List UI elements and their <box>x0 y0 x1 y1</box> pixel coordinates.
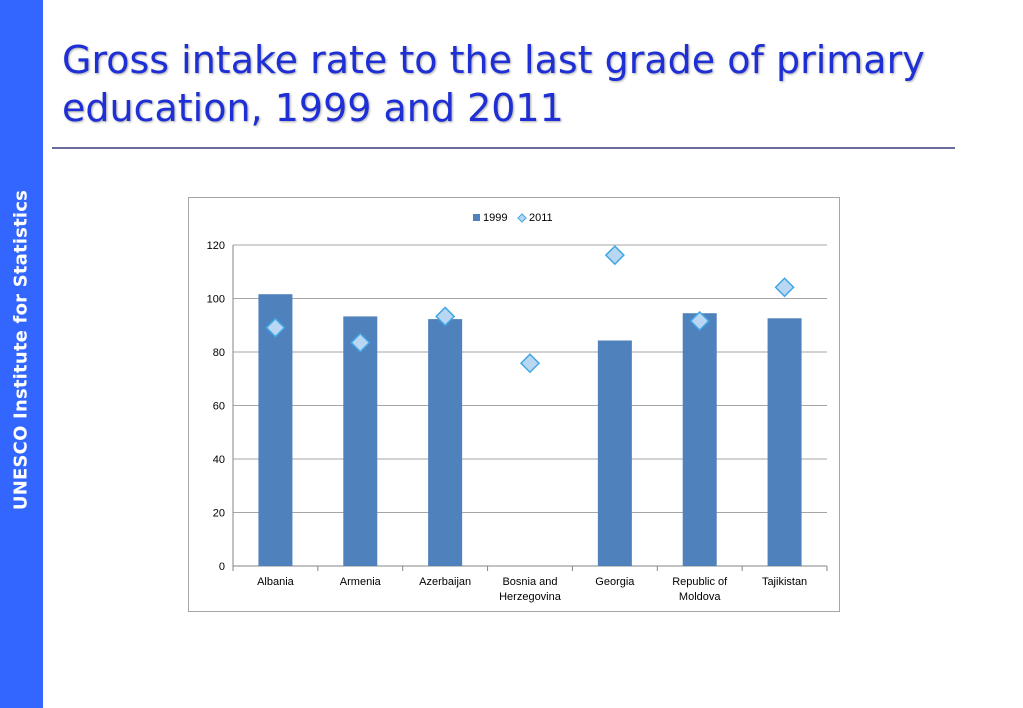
bar-1999 <box>682 313 717 566</box>
bar-1999 <box>767 318 802 566</box>
x-tick-label: Bosnia and <box>502 576 557 588</box>
chart-svg: 0 20 40 60 80 100 120 Albania Armenia Azerbaijan B… <box>207 212 828 603</box>
x-tick-label: Moldova <box>679 591 721 603</box>
y-tick-label: 40 <box>213 454 225 466</box>
bar-1999 <box>428 319 463 566</box>
marker-2011 <box>435 306 456 327</box>
legend-swatch-1999 <box>473 214 480 221</box>
marker-2011 <box>689 310 710 332</box>
legend-label-2011: 2011 <box>529 212 553 224</box>
y-tick-label: 100 <box>207 294 225 306</box>
y-tick-label: 20 <box>213 508 225 520</box>
chart-frame: 0 20 40 60 80 100 120 Albania Armenia Azerbaijan B… <box>188 197 840 612</box>
marker-2011 <box>265 317 286 338</box>
x-tick-label: Azerbaijan <box>419 576 471 588</box>
bar-1999 <box>597 340 632 566</box>
title-divider <box>52 147 955 149</box>
y-tick-label: 80 <box>213 347 225 359</box>
x-tick-label: Georgia <box>595 576 635 588</box>
y-tick-label: 0 <box>219 561 225 573</box>
marker-2011 <box>774 277 795 298</box>
bar-1999 <box>258 294 293 566</box>
x-tick-label: Albania <box>257 576 295 588</box>
x-tick-label: Republic of <box>672 576 728 588</box>
y-tick-label: 120 <box>207 240 225 252</box>
sidebar-label: UNESCO Institute for Statistics <box>10 189 32 511</box>
marker-2011 <box>519 353 541 374</box>
x-tick-label: Tajikistan <box>762 576 807 588</box>
bar-1999 <box>343 316 378 566</box>
x-tick-label: Armenia <box>340 576 382 588</box>
legend-label-1999: 1999 <box>483 212 507 224</box>
legend-swatch-2011 <box>517 213 527 223</box>
x-tick-label: Herzegovina <box>499 591 562 603</box>
slide-title: Gross intake rate to the last grade of p… <box>62 38 925 130</box>
marker-2011 <box>350 332 371 353</box>
y-tick-label: 60 <box>213 401 225 413</box>
sidebar: UNESCO Institute for Statistics <box>0 0 43 708</box>
marker-2011 <box>604 245 625 266</box>
